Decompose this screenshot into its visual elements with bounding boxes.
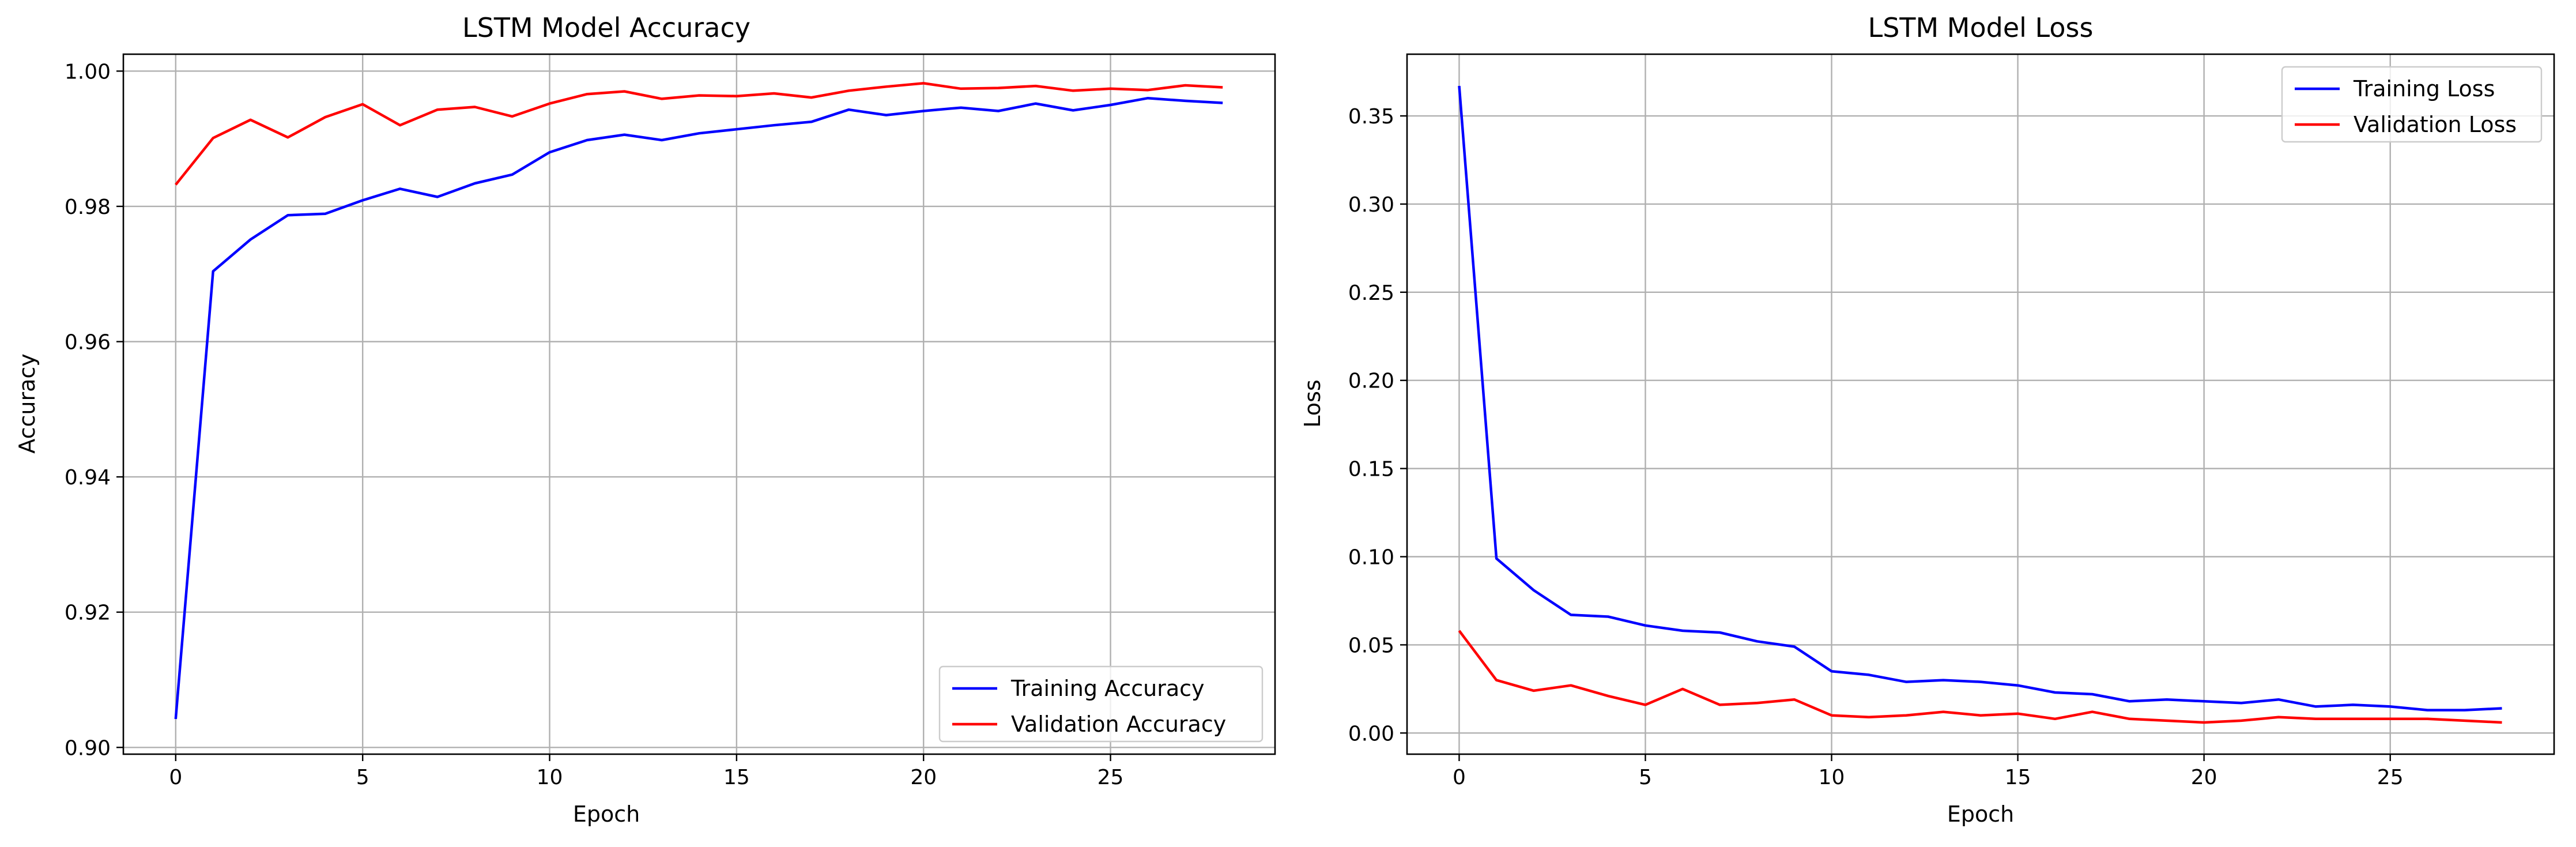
series-line-training bbox=[174, 96, 1223, 720]
x-tick-label: 25 bbox=[2377, 766, 2404, 789]
series-line-validation bbox=[1458, 630, 2502, 724]
legend-label: Training Loss bbox=[2353, 76, 2495, 101]
legend-box bbox=[938, 665, 1264, 743]
plot-area-frame bbox=[1406, 53, 2555, 755]
y-tick-label: 0.25 bbox=[1348, 281, 1394, 305]
y-axis-label: Loss bbox=[1300, 379, 1325, 427]
legend-label: Validation Loss bbox=[2354, 112, 2517, 137]
x-tick-label: 5 bbox=[356, 766, 369, 789]
y-tick-label: 1.00 bbox=[65, 60, 111, 84]
x-tick-label: 5 bbox=[1639, 766, 1652, 789]
y-tick-label: 0.96 bbox=[65, 331, 111, 355]
y-tick-label: 0.94 bbox=[65, 466, 111, 490]
x-tick-label: 20 bbox=[2191, 766, 2217, 789]
y-tick-label: 0.15 bbox=[1348, 458, 1394, 481]
x-tick-label: 25 bbox=[1097, 766, 1124, 789]
y-tick-label: 0.05 bbox=[1348, 634, 1394, 657]
legend-box bbox=[2281, 66, 2543, 143]
plot-area-frame bbox=[122, 53, 1276, 755]
x-tick-label: 0 bbox=[169, 766, 182, 789]
y-tick-label: 0.92 bbox=[65, 601, 111, 625]
y-tick-label: 0.98 bbox=[65, 195, 111, 219]
x-tick-label: 20 bbox=[910, 766, 937, 789]
y-tick-label: 0.20 bbox=[1348, 370, 1394, 393]
y-tick-label: 0.90 bbox=[65, 736, 111, 760]
y-tick-label: 0.35 bbox=[1348, 105, 1394, 129]
legend: Training Accuracy Validation Accuracy bbox=[938, 665, 1264, 743]
x-tick-label: 15 bbox=[2005, 766, 2031, 789]
series-line-validation bbox=[175, 82, 1223, 186]
legend-label: Training Accuracy bbox=[1010, 676, 1205, 701]
accuracy-chart-panel: LSTM Model Accuracy Epoch Accuracy 0 5 10 1… bbox=[14, 12, 1276, 827]
x-tick-label: 0 bbox=[1453, 766, 1466, 789]
chart-title: LSTM Model Accuracy bbox=[462, 12, 750, 43]
x-axis-label: Epoch bbox=[1947, 801, 2014, 827]
legend: Training Loss Validation Loss bbox=[2281, 66, 2543, 143]
y-tick-label: 0.10 bbox=[1348, 546, 1394, 570]
legend-label: Validation Accuracy bbox=[1011, 712, 1226, 737]
chart-title: LSTM Model Loss bbox=[1868, 12, 2094, 43]
x-axis-label: Epoch bbox=[573, 801, 640, 827]
y-axis-label: Accuracy bbox=[14, 353, 40, 454]
series-line-training bbox=[1458, 85, 2502, 712]
x-tick-label: 15 bbox=[723, 766, 750, 789]
y-tick-label: 0.00 bbox=[1348, 722, 1394, 746]
x-tick-label: 10 bbox=[537, 766, 563, 789]
x-tick-label: 10 bbox=[1819, 766, 1845, 789]
y-tick-label: 0.30 bbox=[1348, 193, 1394, 217]
loss-chart-panel: LSTM Model Loss Epoch Loss 0 5 10 15 20 25 0.0… bbox=[1300, 12, 2555, 827]
